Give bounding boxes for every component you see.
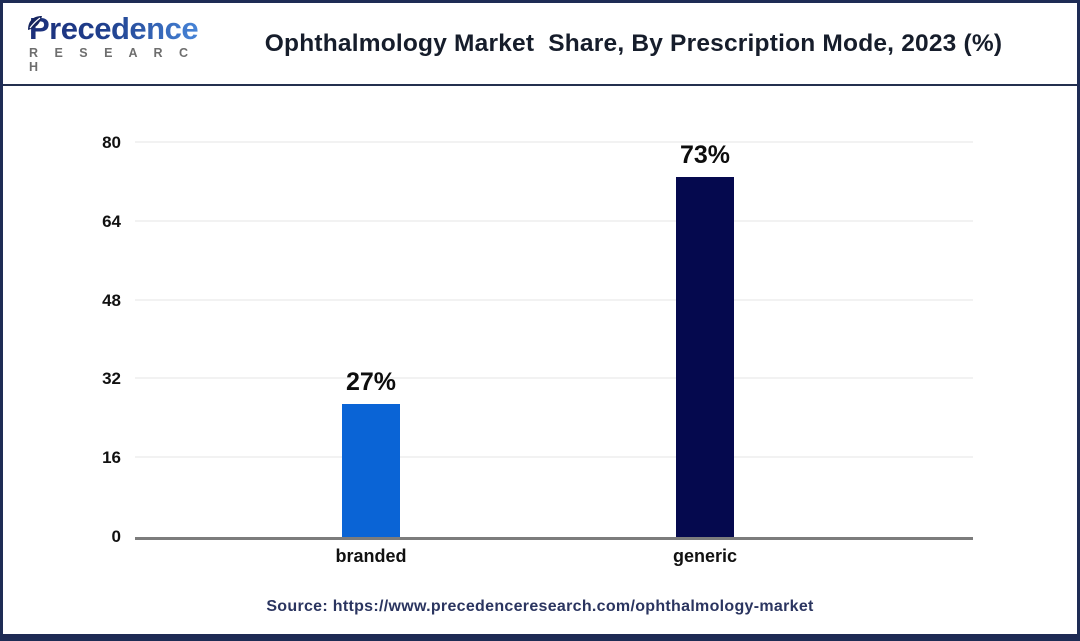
y-axis-tick-0: 0 (111, 527, 121, 546)
gridline-y80 (135, 141, 973, 143)
bar-branded (342, 404, 400, 537)
y-axis-tick-16: 16 (102, 448, 121, 468)
y-axis-tick-48: 48 (102, 290, 121, 310)
bottom-navy-strip (0, 634, 1080, 641)
y-axis-tick-80: 80 (102, 133, 121, 152)
header: Precedence R E S E A R C H Ophthalmology… (3, 3, 1077, 86)
logo: Precedence R E S E A R C H (3, 13, 208, 74)
gridline-y16 (135, 456, 973, 459)
gridline-y48 (135, 298, 973, 301)
bar-generic (676, 177, 734, 537)
gridline-y64 (135, 219, 973, 222)
value-label-branded: 27% (345, 368, 397, 397)
plot-area: 0 16 32 48 64 80 27% branded 73% generic (102, 133, 973, 566)
source-text: Source: https://www.precedenceresearch.c… (266, 598, 814, 615)
y-axis-tick-32: 32 (102, 369, 121, 389)
category-label-branded: branded (335, 546, 407, 566)
y-axis-tick-64: 64 (102, 211, 121, 231)
category-label-generic: generic (672, 546, 738, 566)
logo-subtitle: R E S E A R C H (29, 46, 195, 74)
logo-wordmark: Precedence (29, 13, 208, 44)
chart-title: Ophthalmology Market Share, By Prescript… (264, 29, 1003, 57)
value-label-generic: 73% (679, 141, 731, 170)
gridline-y32 (135, 377, 973, 380)
precedence-leaf-icon (28, 16, 42, 30)
